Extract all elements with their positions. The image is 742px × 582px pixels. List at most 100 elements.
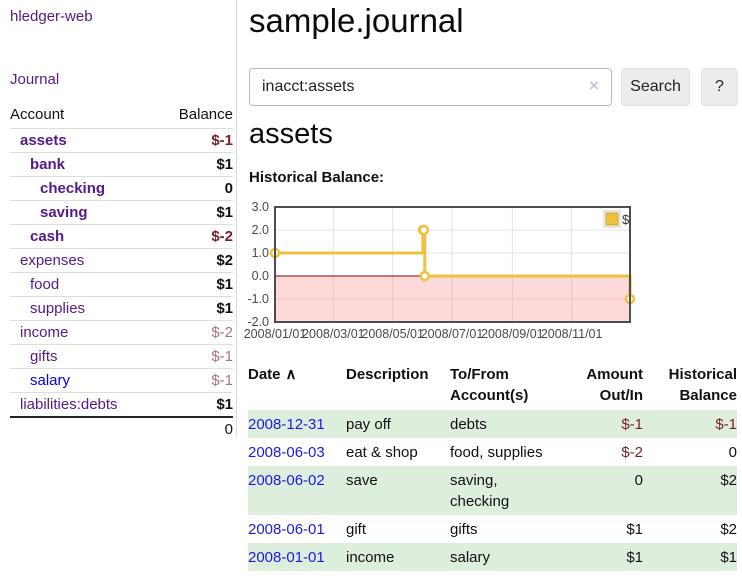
sidebar: hledger-web Journal Account Balance asse… [0, 0, 237, 441]
sidebar-account-link[interactable]: assets [20, 132, 67, 149]
account-row: bank $1 [10, 152, 233, 177]
svg-text:2008/09/01: 2008/09/01 [481, 327, 544, 341]
sidebar-account-link[interactable]: income [20, 324, 69, 341]
sidebar-account-link[interactable]: supplies [30, 300, 86, 317]
register-header-amount: Amount Out/In [586, 366, 643, 404]
sort-ascending-icon: ∧ [285, 366, 297, 383]
account-balance: $-2 [158, 224, 233, 249]
accounts-table: Account Balance assets $-1 bank $1 checking 0… [10, 104, 233, 441]
sidebar-account-link[interactable]: saving [40, 204, 88, 221]
transaction-date-link[interactable]: 2008-06-01 [248, 521, 325, 538]
clear-search-icon[interactable]: × [589, 76, 599, 95]
account-balance: $-1 [158, 128, 233, 153]
help-button[interactable]: ? [701, 68, 738, 106]
transaction-description: save [346, 472, 378, 489]
sidebar-account-link[interactable]: gifts [30, 348, 58, 365]
sidebar-account-link[interactable]: cash [30, 228, 65, 245]
transaction-balance: $2 [720, 521, 737, 538]
register-header-date[interactable]: Date ∧ [248, 366, 297, 383]
sidebar-account-link[interactable]: expenses [20, 252, 85, 269]
sidebar-account-link[interactable]: checking [40, 180, 106, 197]
transaction-accounts: salary [450, 549, 491, 566]
accounts-header-balance: Balance [158, 104, 233, 129]
sidebar-account-link[interactable]: bank [30, 156, 66, 173]
account-balance: 0 [158, 176, 233, 201]
transaction-balance: 0 [728, 444, 737, 461]
transaction-date-link[interactable]: 2008-06-02 [248, 472, 325, 489]
account-balance: $-1 [158, 344, 233, 369]
sidebar-account-link[interactable]: salary [30, 372, 71, 389]
account-row: saving $1 [10, 200, 233, 225]
transaction-description: pay off [346, 416, 391, 433]
transaction-date-link[interactable]: 2008-06-03 [248, 444, 325, 461]
register-row: 2008-12-31 pay off debts $-1 $-1 [248, 410, 737, 438]
sidebar-account-link[interactable]: food [30, 276, 60, 293]
search-button[interactable]: Search [621, 68, 690, 106]
svg-text:-1.0: -1.0 [247, 292, 269, 306]
account-row: expenses $2 [10, 248, 233, 273]
account-balance: $2 [158, 248, 233, 273]
svg-text:1.0: 1.0 [252, 246, 269, 260]
sidebar-item-journal[interactable]: Journal [10, 71, 60, 88]
accounts-total-value: 0 [158, 415, 233, 441]
account-balance: $1 [158, 152, 233, 177]
register-table: Date ∧ Description To/From Account(s) Amo… [248, 362, 737, 571]
transaction-amount: $-1 [621, 416, 643, 433]
accounts-total-row: 0 [10, 415, 233, 441]
register-header-balance: Historical Balance [668, 366, 737, 404]
svg-text:2008/11/01: 2008/11/01 [541, 327, 603, 341]
transaction-description: eat & shop [346, 444, 418, 461]
register-row: 2008-06-01 gift gifts $1 $2 [248, 515, 737, 543]
historical-balance-chart: 3.0 2.0 1.0 0.0 -1.0 -2.02008/01/012008/03/01… [244, 202, 636, 341]
account-row: salary $-1 [10, 368, 233, 393]
svg-text:2.0: 2.0 [252, 223, 269, 237]
register-row: 2008-06-02 save saving, checking 0 $2 [248, 466, 737, 515]
transaction-accounts: gifts [450, 521, 478, 538]
transaction-description: income [346, 549, 395, 566]
transaction-balance: $-1 [715, 416, 737, 433]
chart-title: Historical Balance: [249, 169, 385, 186]
register-row: 2008-01-01 income salary $1 $1 [248, 543, 737, 571]
transaction-amount: 0 [634, 472, 643, 489]
register-row: 2008-06-03 eat & shop food, supplies $-2 0 [248, 438, 737, 466]
register-header-accounts: To/From Account(s) [450, 366, 529, 404]
account-row: food $1 [10, 272, 233, 297]
brand-link[interactable]: hledger-web [10, 8, 93, 25]
svg-text:2008/07/01: 2008/07/01 [421, 327, 484, 341]
register-table-body: 2008-12-31 pay off debts $-1 $-1 2008-06-03 ea… [248, 410, 737, 571]
transaction-accounts: debts [450, 416, 487, 433]
transaction-amount: $1 [626, 521, 643, 538]
accounts-table-body: assets $-1 bank $1 checking 0 saving $1 cash $-2 e… [10, 128, 233, 417]
accounts-header-account: Account [10, 104, 159, 129]
transaction-amount: $-2 [621, 444, 643, 461]
account-row: checking 0 [10, 176, 233, 201]
account-row: cash $-2 [10, 224, 233, 249]
svg-text:2008/01/01: 2008/01/01 [244, 327, 307, 341]
search-input[interactable] [249, 68, 612, 106]
account-row: gifts $-1 [10, 344, 233, 369]
transaction-amount: $1 [626, 549, 643, 566]
account-row: income $-2 [10, 320, 233, 345]
account-row: supplies $1 [10, 296, 233, 321]
transaction-balance: $2 [720, 472, 737, 489]
account-title: assets [249, 118, 333, 150]
svg-text:-2.0: -2.0 [247, 315, 269, 329]
register-header-row: Date ∧ Description To/From Account(s) Amo… [248, 362, 737, 410]
transaction-date-link[interactable]: 2008-01-01 [248, 549, 325, 566]
transaction-balance: $1 [720, 549, 737, 566]
account-balance: $-2 [158, 320, 233, 345]
register-header-description: Description [346, 366, 429, 383]
transaction-description: gift [346, 521, 367, 538]
svg-text:$: $ [622, 212, 630, 227]
account-row: assets $-1 [10, 128, 233, 153]
sidebar-account-link[interactable]: liabilities:debts [20, 395, 118, 413]
account-balance: $1 [158, 296, 233, 321]
account-balance: $-1 [158, 368, 233, 393]
account-balance: $1 [158, 392, 233, 417]
transaction-accounts: saving, checking [450, 472, 510, 510]
svg-text:3.0: 3.0 [252, 202, 269, 214]
transaction-date-link[interactable]: 2008-12-31 [248, 416, 325, 433]
svg-text:0.0: 0.0 [252, 269, 269, 283]
transaction-accounts: food, supplies [450, 444, 543, 461]
